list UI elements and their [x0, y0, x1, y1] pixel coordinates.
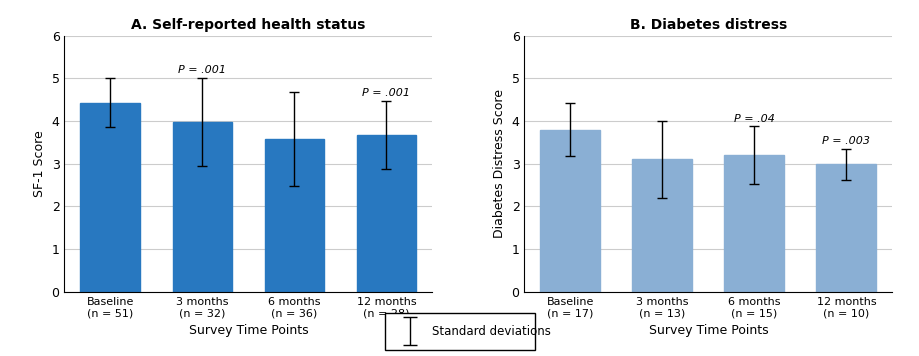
- X-axis label: Survey Time Points: Survey Time Points: [188, 324, 308, 337]
- Bar: [81, 103, 141, 292]
- Bar: [265, 140, 324, 292]
- Y-axis label: SF-1 Score: SF-1 Score: [33, 130, 46, 197]
- Text: P = .003: P = .003: [822, 136, 869, 146]
- FancyBboxPatch shape: [384, 313, 535, 350]
- Title: B. Diabetes distress: B. Diabetes distress: [630, 18, 786, 32]
- Bar: [816, 164, 875, 292]
- Text: Standard deviations: Standard deviations: [431, 325, 550, 337]
- Title: A. Self-reported health status: A. Self-reported health status: [131, 18, 365, 32]
- Text: P = .001: P = .001: [178, 66, 226, 75]
- Bar: [173, 122, 233, 292]
- Bar: [632, 159, 692, 292]
- Text: P = .001: P = .001: [362, 88, 410, 98]
- Bar: [357, 135, 416, 292]
- Bar: [540, 130, 599, 292]
- Y-axis label: Diabetes Distress Score: Diabetes Distress Score: [493, 89, 505, 238]
- X-axis label: Survey Time Points: Survey Time Points: [648, 324, 767, 337]
- Bar: [724, 155, 784, 292]
- Text: P = .04: P = .04: [733, 114, 774, 124]
